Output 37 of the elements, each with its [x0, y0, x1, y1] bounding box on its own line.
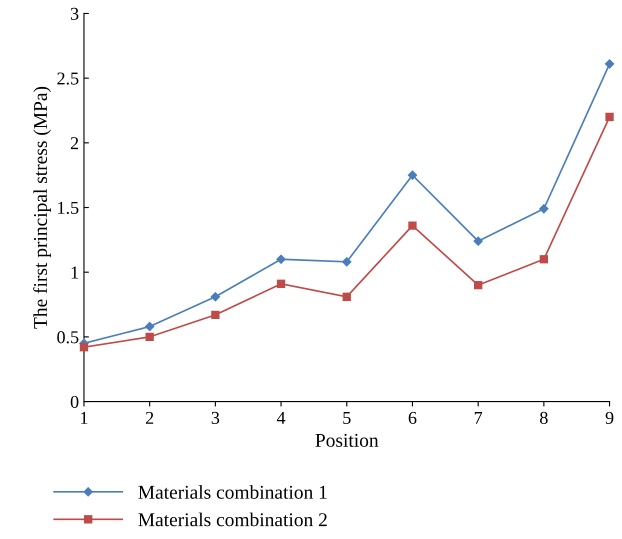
point	[408, 221, 417, 230]
point	[146, 332, 154, 342]
point	[474, 280, 482, 290]
point	[408, 170, 418, 180]
point	[80, 343, 88, 352]
x-axis-title: Position	[315, 434, 378, 447]
point	[276, 280, 286, 288]
x-tick-label: 3	[212, 412, 220, 424]
point	[539, 204, 548, 214]
y-tick-label: 2.5	[57, 72, 78, 85]
point	[211, 310, 220, 320]
y-tick-label: 2	[70, 137, 78, 150]
x-tick-label: 4	[276, 412, 286, 424]
point	[474, 236, 483, 246]
point	[276, 254, 286, 264]
point	[604, 59, 614, 69]
x-tick-label: 1	[81, 412, 88, 424]
point	[342, 292, 351, 301]
point	[145, 322, 154, 332]
legend-label: Materials combination 2	[138, 512, 327, 526]
point	[605, 112, 614, 122]
legend-label: Materials combination 1	[138, 485, 327, 499]
point	[342, 257, 352, 266]
x-tick-label: 2	[146, 412, 154, 424]
y-axis-title: The first principal stress (MPa)	[33, 86, 51, 329]
y-tick-label: 1.5	[58, 202, 78, 214]
y-tick-label: 1	[72, 266, 78, 278]
point	[210, 292, 220, 302]
x-tick-label: 7	[474, 412, 482, 424]
y-tick-label: 3	[70, 8, 78, 20]
x-tick-label: 8	[540, 412, 548, 424]
x-tick-label: 6	[408, 412, 416, 424]
y-tick-label: 0	[70, 396, 78, 408]
x-tick-label: 5	[343, 412, 351, 424]
y-tick-label: 0.5	[57, 331, 78, 344]
x-tick-label: 9	[606, 412, 614, 424]
point	[540, 255, 548, 264]
